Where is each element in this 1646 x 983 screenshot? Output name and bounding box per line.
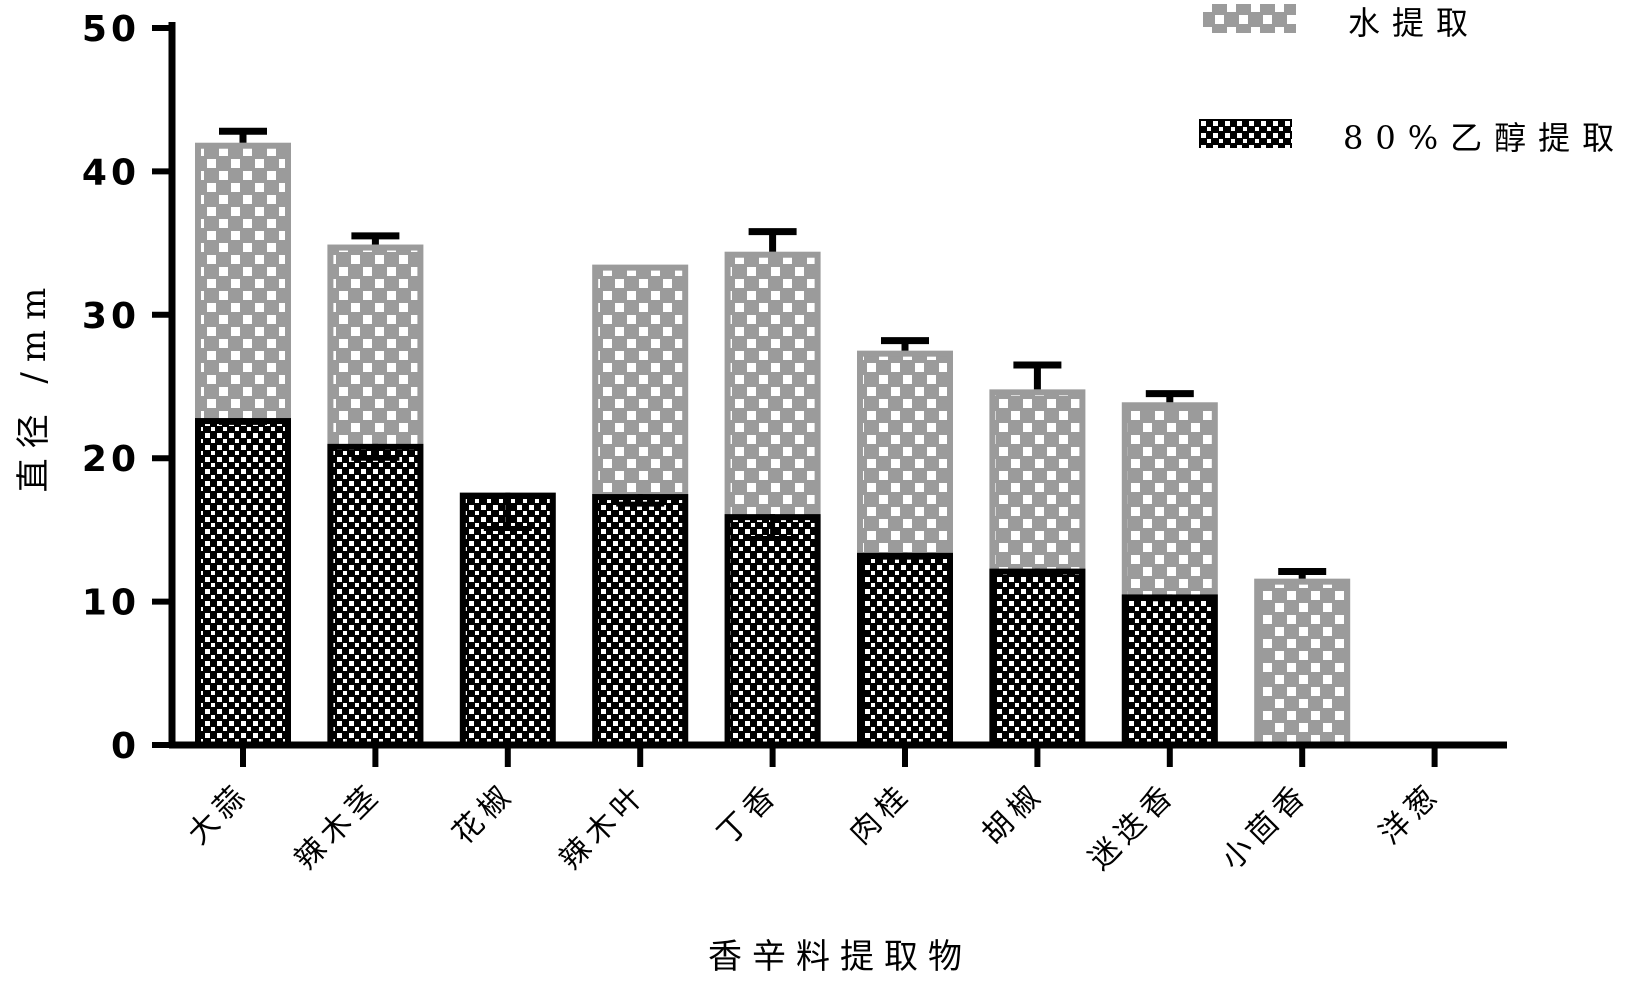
x-tick-label: 胡椒 [975,776,1051,852]
bar-ethanol [463,496,553,745]
y-tick-label: 10 [82,583,140,624]
y-tick-label: 50 [82,9,140,50]
x-tick-label: 大蒜 [181,776,257,852]
legend-label-ethanol: 80%乙醇提取 [1343,119,1626,157]
y-tick-label: 40 [82,152,140,193]
x-tick-label: 丁香 [711,776,787,852]
x-tick-label: 肉桂 [843,776,919,852]
y-axis-label: 直径 /mm [14,278,54,493]
y-tick-label: 0 [111,726,140,767]
bar-ethanol [860,556,950,745]
legend-label-water: 水提取 [1348,4,1480,42]
y-tick-label: 30 [82,296,140,337]
legend: 水提取 80%乙醇提取 [1199,4,1626,157]
x-axis-label: 香辛料提取物 [708,937,972,977]
legend-swatch-ethanol [1199,119,1292,148]
bar-ethanol [728,517,818,745]
bar-water [1257,582,1347,745]
bar-ethanol [1125,597,1215,745]
x-tick-label: 洋葱 [1373,776,1449,852]
bar-chart: 0 10 20 30 40 50 大蒜辣木茎花椒辣木叶丁香肉桂胡椒迷迭香小茴香洋葱 直径 … [0,0,1646,983]
x-tick-label: 迷迭香 [1082,776,1183,877]
bar-ethanol [595,497,685,745]
x-tick-label: 辣木茎 [288,776,389,877]
x-tick-label: 花椒 [446,776,522,852]
x-tick-label: 小茴香 [1215,776,1316,877]
bar-ethanol [992,572,1082,745]
y-tick-label: 20 [82,439,140,480]
legend-swatch-water [1203,4,1296,33]
bar-ethanol [198,421,288,745]
x-tick-label: 辣木叶 [553,776,654,877]
bar-ethanol [330,447,420,745]
